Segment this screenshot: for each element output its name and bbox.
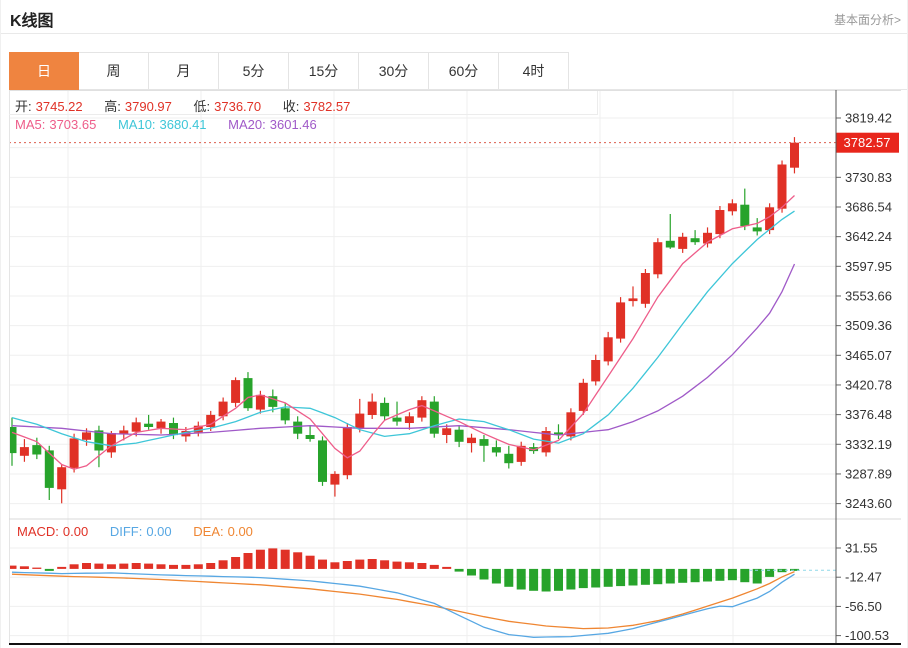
tab-5分[interactable]: 5分 xyxy=(219,52,289,90)
tab-月[interactable]: 月 xyxy=(149,52,219,90)
svg-text:3730.83: 3730.83 xyxy=(845,170,892,185)
dea-label: DEA: xyxy=(193,524,224,539)
svg-text:3420.78: 3420.78 xyxy=(845,377,892,392)
macd-legend: MACD: 0.00 DIFF: 0.00 DEA: 0.00 xyxy=(17,524,257,539)
interval-tab-bar: 日周月 5分 15分 30分 60分 4时 xyxy=(9,52,569,90)
page-title: K线图 xyxy=(10,13,54,30)
macd-value: 0.00 xyxy=(62,524,89,539)
ma20-value: 3601.46 xyxy=(269,117,317,132)
low-label: 低: xyxy=(193,99,211,114)
svg-text:3553.66: 3553.66 xyxy=(845,288,892,303)
close-value: 3782.57 xyxy=(303,99,351,114)
kline-chart-canvas[interactable]: 3819.423775.133730.833686.543642.243597.… xyxy=(9,90,901,646)
ma5-label: MA5: xyxy=(15,117,46,132)
fundamental-analysis-link[interactable]: 基本面分析> xyxy=(833,13,901,27)
current-price-tag xyxy=(836,132,899,153)
macd-label: MACD: xyxy=(17,524,59,539)
svg-text:3287.89: 3287.89 xyxy=(845,466,892,481)
open-label: 开: xyxy=(15,99,32,114)
ohlc-legend: 开: 3745.22 高: 3790.97 低: 3736.70 收: 3782.57 xyxy=(15,96,354,115)
svg-text:-56.50: -56.50 xyxy=(845,599,882,614)
svg-text:3376.48: 3376.48 xyxy=(845,407,892,422)
svg-text:3782.57: 3782.57 xyxy=(844,135,891,150)
diff-label: DIFF: xyxy=(109,524,143,539)
dea-value: 0.00 xyxy=(227,524,253,539)
svg-text:-12.47: -12.47 xyxy=(845,570,882,585)
ma20-label: MA20: xyxy=(228,117,266,132)
low-value: 3736.70 xyxy=(214,99,262,114)
svg-text:3332.19: 3332.19 xyxy=(845,437,892,452)
open-value: 3745.22 xyxy=(35,99,83,114)
svg-text:31.55: 31.55 xyxy=(845,541,878,556)
tab-日[interactable]: 日 xyxy=(9,52,79,90)
svg-text:3465.07: 3465.07 xyxy=(845,348,892,363)
svg-text:3509.36: 3509.36 xyxy=(845,318,892,333)
svg-text:3819.42: 3819.42 xyxy=(845,111,892,126)
close-label: 收: xyxy=(282,99,300,114)
tab-4时[interactable]: 4时 xyxy=(499,52,569,90)
tab-30分[interactable]: 30分 xyxy=(359,52,429,90)
tab-15分[interactable]: 15分 xyxy=(289,52,359,90)
svg-text:3686.54: 3686.54 xyxy=(845,199,892,214)
high-label: 高: xyxy=(104,99,121,114)
ma-legend: MA5: 3703.65 MA10: 3680.41 MA20: 3601.46 xyxy=(15,117,321,132)
tab-60分[interactable]: 60分 xyxy=(429,52,499,90)
svg-text:3642.24: 3642.24 xyxy=(845,229,892,244)
diff-value: 0.00 xyxy=(146,524,172,539)
header-divider xyxy=(1,33,907,34)
svg-text:3597.95: 3597.95 xyxy=(845,259,892,274)
svg-text:3243.60: 3243.60 xyxy=(845,496,892,511)
ma10-label: MA10: xyxy=(117,117,156,132)
ma10-value: 3680.41 xyxy=(159,117,207,132)
high-value: 3790.97 xyxy=(124,99,172,114)
tab-bar-filler xyxy=(569,89,907,90)
svg-text:-100.53: -100.53 xyxy=(845,628,889,643)
ohlc-legend-box xyxy=(9,91,598,115)
tab-周[interactable]: 周 xyxy=(79,52,149,90)
ma5-value: 3703.65 xyxy=(49,117,97,132)
